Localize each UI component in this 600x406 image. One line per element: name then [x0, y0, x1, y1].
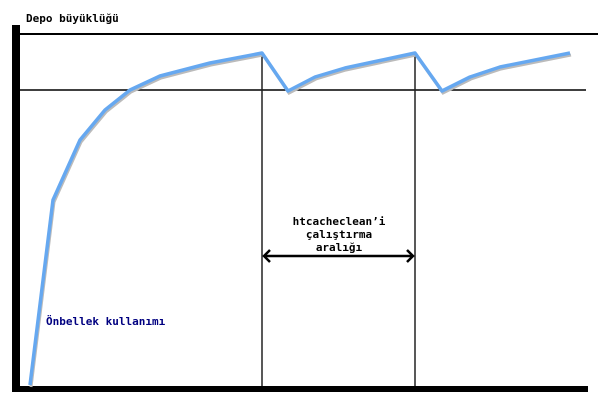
interval-label-line: çalıştırma — [305, 228, 373, 241]
cache-usage-curve — [28, 51, 571, 386]
interval-label-line: aralığı — [315, 241, 363, 254]
interval-arrow — [262, 249, 415, 263]
interval-label-line: htcacheclean’i — [292, 215, 386, 228]
y-axis-label: Depo büyüklüğü — [26, 12, 119, 25]
x-axis — [12, 386, 588, 392]
curve-label: Önbellek kullanımı — [46, 315, 166, 328]
y-axis — [12, 25, 20, 392]
interval-label: htcacheclean’i çalıştırma aralığı — [262, 215, 416, 254]
